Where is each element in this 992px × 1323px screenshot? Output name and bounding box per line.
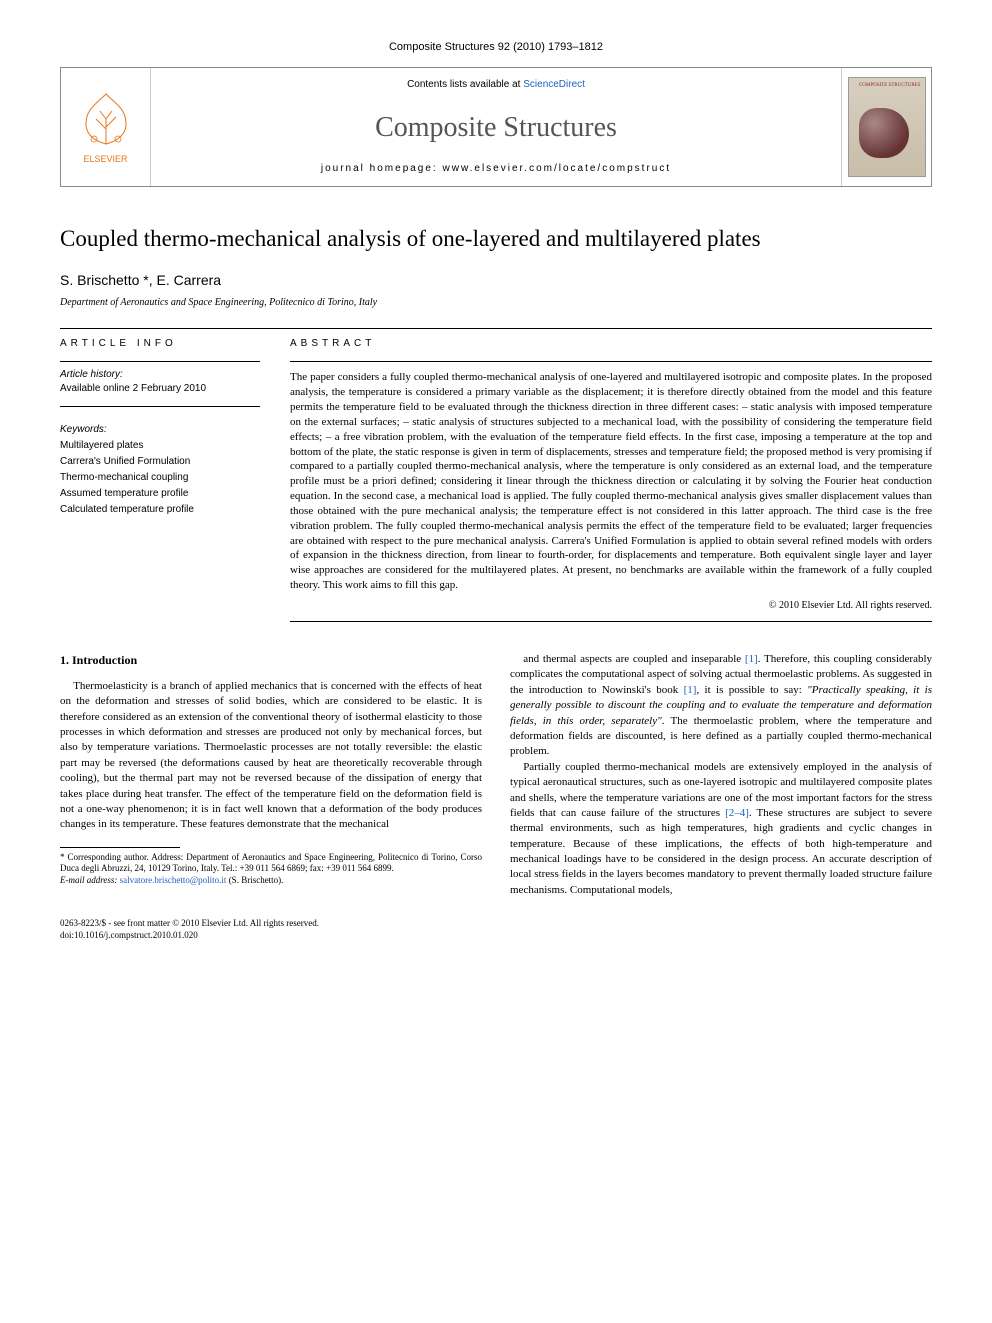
journal-title: Composite Structures — [171, 108, 821, 147]
homepage-prefix: journal homepage: — [321, 163, 443, 174]
keywords-label: Keywords: — [60, 423, 260, 437]
journal-header: ELSEVIER Contents lists available at Sci… — [60, 67, 932, 186]
corresponding-author: * Corresponding author. Address: Departm… — [60, 852, 482, 875]
cover-label: COMPOSITE STRUCTURES — [853, 82, 921, 89]
authors: S. Brischetto *, E. Carrera — [60, 271, 932, 291]
footer: 0263-8223/$ - see front matter © 2010 El… — [60, 918, 932, 941]
abstract-heading: ABSTRACT — [290, 337, 932, 351]
sciencedirect-link[interactable]: ScienceDirect — [523, 79, 585, 90]
doi-line: doi:10.1016/j.compstruct.2010.01.020 — [60, 930, 932, 942]
contents-prefix: Contents lists available at — [407, 79, 523, 90]
article-info: ARTICLE INFO Article history: Available … — [60, 337, 260, 622]
email-who: (S. Brischetto). — [226, 875, 283, 885]
email-link[interactable]: salvatore.brischetto@polito.it — [120, 875, 227, 885]
affiliation: Department of Aeronautics and Space Engi… — [60, 296, 932, 310]
publisher-logo-block: ELSEVIER — [61, 68, 151, 185]
keyword: Multilayered plates — [60, 439, 260, 453]
body-paragraph: Thermoelasticity is a branch of applied … — [60, 679, 482, 833]
contents-line: Contents lists available at ScienceDirec… — [171, 78, 821, 92]
abstract-copyright: © 2010 Elsevier Ltd. All rights reserved… — [290, 599, 932, 613]
header-center: Contents lists available at ScienceDirec… — [151, 68, 841, 185]
email-label: E-mail address: — [60, 875, 120, 885]
citation-link[interactable]: [1] — [745, 653, 758, 665]
keyword: Thermo-mechanical coupling — [60, 471, 260, 485]
keyword: Calculated temperature profile — [60, 503, 260, 517]
homepage-line: journal homepage: www.elsevier.com/locat… — [171, 162, 821, 176]
citation-link[interactable]: [1] — [684, 684, 697, 696]
elsevier-tree-icon — [76, 89, 136, 149]
abstract: ABSTRACT The paper considers a fully cou… — [290, 337, 932, 622]
cover-thumb-block: COMPOSITE STRUCTURES — [841, 68, 931, 185]
abstract-text: The paper considers a fully coupled ther… — [290, 370, 932, 593]
body-paragraph: and thermal aspects are coupled and inse… — [510, 652, 932, 760]
article-info-heading: ARTICLE INFO — [60, 337, 260, 351]
footnote-rule — [60, 847, 180, 848]
homepage-url[interactable]: www.elsevier.com/locate/compstruct — [443, 163, 672, 174]
section-heading: 1. Introduction — [60, 652, 482, 669]
email-line: E-mail address: salvatore.brischetto@pol… — [60, 875, 482, 887]
keyword: Carrera's Unified Formulation — [60, 455, 260, 469]
journal-reference: Composite Structures 92 (2010) 1793–1812 — [60, 40, 932, 55]
article-title: Coupled thermo-mechanical analysis of on… — [60, 223, 932, 255]
info-abstract-row: ARTICLE INFO Article history: Available … — [60, 337, 932, 622]
body-paragraph: Partially coupled thermo-mechanical mode… — [510, 760, 932, 899]
history-text: Available online 2 February 2010 — [60, 382, 260, 396]
publisher-name: ELSEVIER — [83, 153, 127, 166]
issn-line: 0263-8223/$ - see front matter © 2010 El… — [60, 918, 932, 930]
body-columns: 1. Introduction Thermoelasticity is a br… — [60, 652, 932, 898]
citation-link[interactable]: [2–4] — [725, 807, 749, 819]
journal-cover-icon: COMPOSITE STRUCTURES — [848, 77, 926, 177]
keyword: Assumed temperature profile — [60, 487, 260, 501]
history-label: Article history: — [60, 368, 260, 382]
rule — [60, 328, 932, 329]
footnotes: * Corresponding author. Address: Departm… — [60, 852, 482, 887]
